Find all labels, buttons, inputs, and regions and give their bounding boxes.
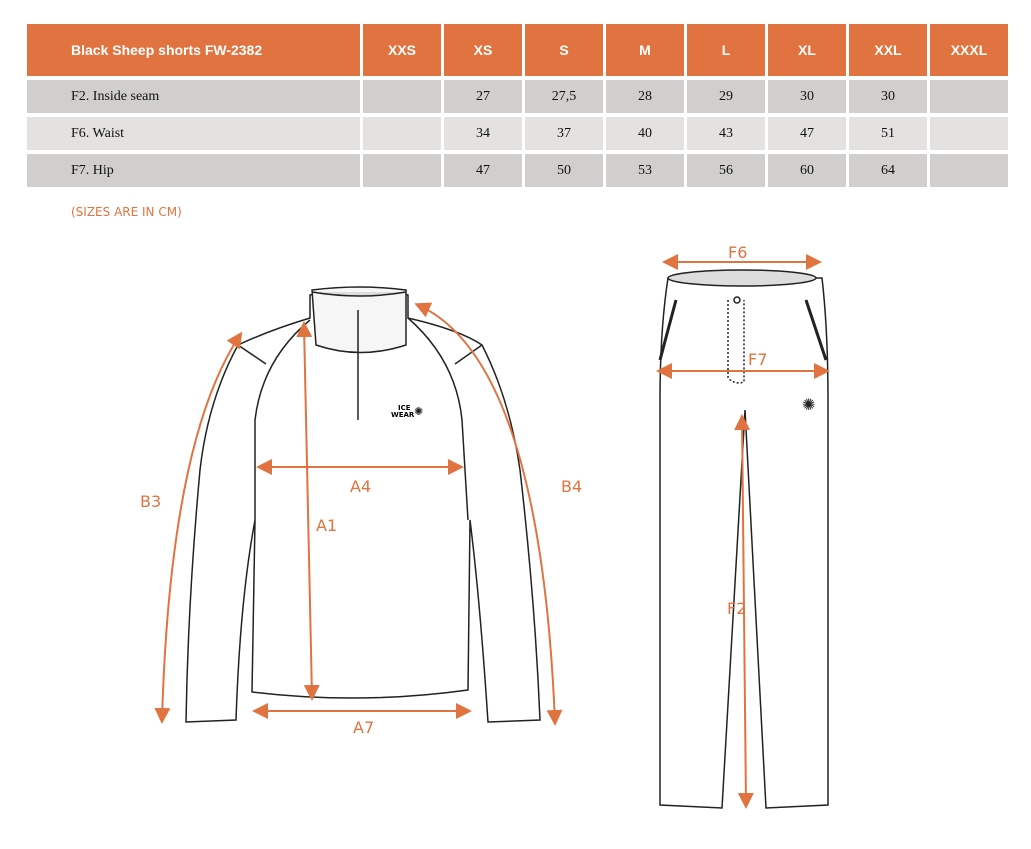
size-value (930, 117, 1008, 150)
size-value: 60 (768, 154, 846, 187)
size-header: L (687, 24, 765, 76)
jacket-drawing (185, 286, 541, 723)
size-value: 64 (849, 154, 927, 187)
size-value (363, 154, 441, 187)
size-header: M (606, 24, 684, 76)
size-value: 53 (606, 154, 684, 187)
size-value: 56 (687, 154, 765, 187)
size-value (363, 117, 441, 150)
table-row: F2. Inside seam 27 27,5 28 29 30 30 (27, 80, 1008, 113)
size-value: 29 (687, 80, 765, 113)
size-header: XXL (849, 24, 927, 76)
row-label: F6. Waist (27, 117, 360, 150)
header-row: Black Sheep shorts FW-2382 XXS XS S M L … (27, 24, 1008, 76)
size-value: 43 (687, 117, 765, 150)
size-value: 27,5 (525, 80, 603, 113)
logo-snowflake-icon: ✺ (414, 406, 423, 418)
size-table: Black Sheep shorts FW-2382 XXS XS S M L … (24, 20, 1011, 191)
size-value: 51 (849, 117, 927, 150)
size-header: S (525, 24, 603, 76)
pants-logo-icon: ✺ (802, 397, 815, 414)
label-a1: A1 (316, 516, 337, 535)
logo-text: ICE WEAR (391, 404, 415, 419)
size-value: 40 (606, 117, 684, 150)
label-b4: B4 (561, 477, 582, 496)
row-label: F7. Hip (27, 154, 360, 187)
units-note: (SIZES ARE IN CM) (71, 205, 182, 219)
label-b3: B3 (140, 492, 161, 511)
table-row: F7. Hip 47 50 53 56 60 64 (27, 154, 1008, 187)
size-value: 47 (768, 117, 846, 150)
label-a4: A4 (350, 477, 371, 496)
size-value: 50 (525, 154, 603, 187)
size-value (930, 154, 1008, 187)
label-f2: F2 (727, 599, 746, 618)
label-a7: A7 (353, 718, 374, 737)
size-value: 30 (849, 80, 927, 113)
size-value (930, 80, 1008, 113)
size-value (363, 80, 441, 113)
size-header: XXS (363, 24, 441, 76)
label-f6: F6 (728, 243, 747, 262)
size-header: XL (768, 24, 846, 76)
measurement-arrows (154, 254, 830, 809)
table-title: Black Sheep shorts FW-2382 (27, 24, 360, 76)
size-value: 37 (525, 117, 603, 150)
row-label: F2. Inside seam (27, 80, 360, 113)
pants-drawing (658, 269, 829, 809)
size-value: 34 (444, 117, 522, 150)
size-value: 30 (768, 80, 846, 113)
size-value: 28 (606, 80, 684, 113)
size-value: 27 (444, 80, 522, 113)
size-header: XS (444, 24, 522, 76)
size-header: XXXL (930, 24, 1008, 76)
table-row: F6. Waist 34 37 40 43 47 51 (27, 117, 1008, 150)
size-value: 47 (444, 154, 522, 187)
label-f7: F7 (748, 350, 767, 369)
